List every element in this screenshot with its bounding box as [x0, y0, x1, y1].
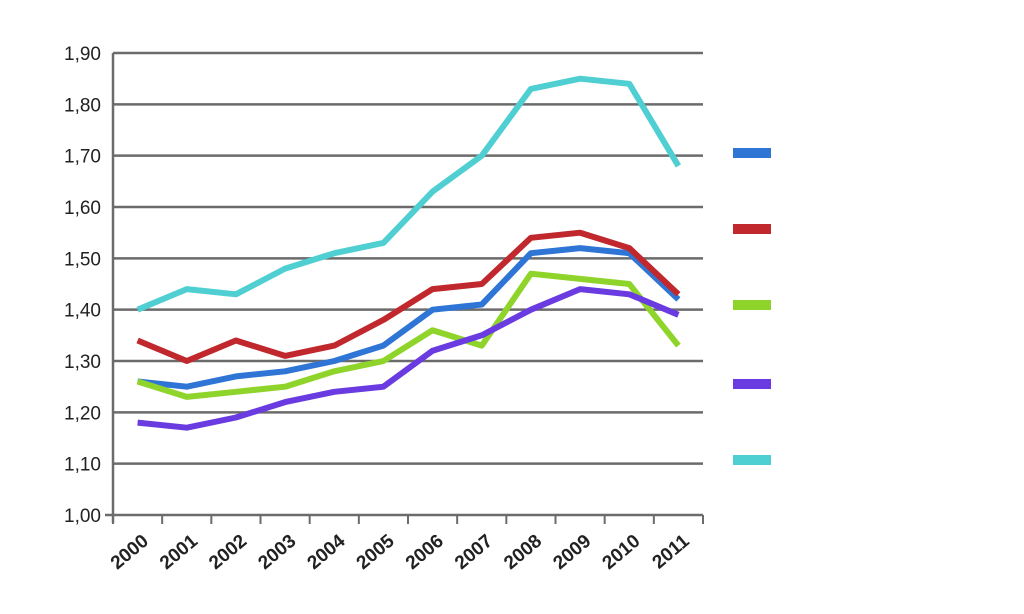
x-tick-label: 2004: [304, 530, 350, 574]
legend-swatch: [733, 455, 771, 465]
x-tick-label: 2007: [451, 531, 497, 574]
y-tick-label: 1,00: [64, 506, 101, 527]
y-tick-label: 1,90: [64, 44, 101, 65]
legend-swatch: [733, 379, 771, 389]
series-line-5: [136, 75, 681, 313]
y-tick-label: 1,80: [64, 95, 101, 116]
legend-swatch: [733, 148, 771, 158]
series-line-4: [137, 286, 680, 431]
x-tick-label: 2002: [205, 531, 251, 574]
legend-swatch: [733, 224, 771, 234]
series-lines: [136, 75, 681, 431]
x-axis-tick-labels: 2000 2001 2002 2003 2004 2005 2006 2007 2008 2009…: [107, 530, 694, 574]
x-tick-label: 2010: [599, 531, 645, 574]
x-tick-label: 2001: [156, 530, 202, 574]
x-tick-label: 2011: [649, 530, 694, 573]
x-tick-label: 2005: [353, 530, 399, 574]
grid-lines: [113, 51, 703, 465]
legend: [733, 148, 771, 465]
y-tick-label: 1,40: [64, 301, 101, 322]
y-tick-label: 1,60: [64, 198, 101, 219]
legend-swatch: [733, 300, 771, 310]
series-line-3: [136, 270, 681, 400]
series-line-1: [137, 245, 681, 390]
x-tick-label: 2009: [549, 531, 595, 574]
y-tick-label: 1,20: [64, 403, 101, 424]
y-tick-label: 1,50: [64, 249, 101, 270]
y-tick-label: 1,10: [64, 455, 101, 476]
x-tick-label: 2006: [402, 531, 448, 574]
y-tick-label: 1,70: [64, 147, 101, 168]
y-axis-tick-labels: 1,00 1,10 1,20 1,30 1,40 1,50 1,60 1,70 1,80 1,90: [64, 44, 101, 527]
axes: [105, 53, 704, 524]
x-tick-label: 2003: [254, 531, 300, 574]
x-tick-label: 2000: [107, 531, 153, 574]
series-line-2: [136, 229, 681, 364]
x-tick-label: 2008: [500, 531, 546, 574]
y-tick-label: 1,30: [64, 352, 101, 373]
